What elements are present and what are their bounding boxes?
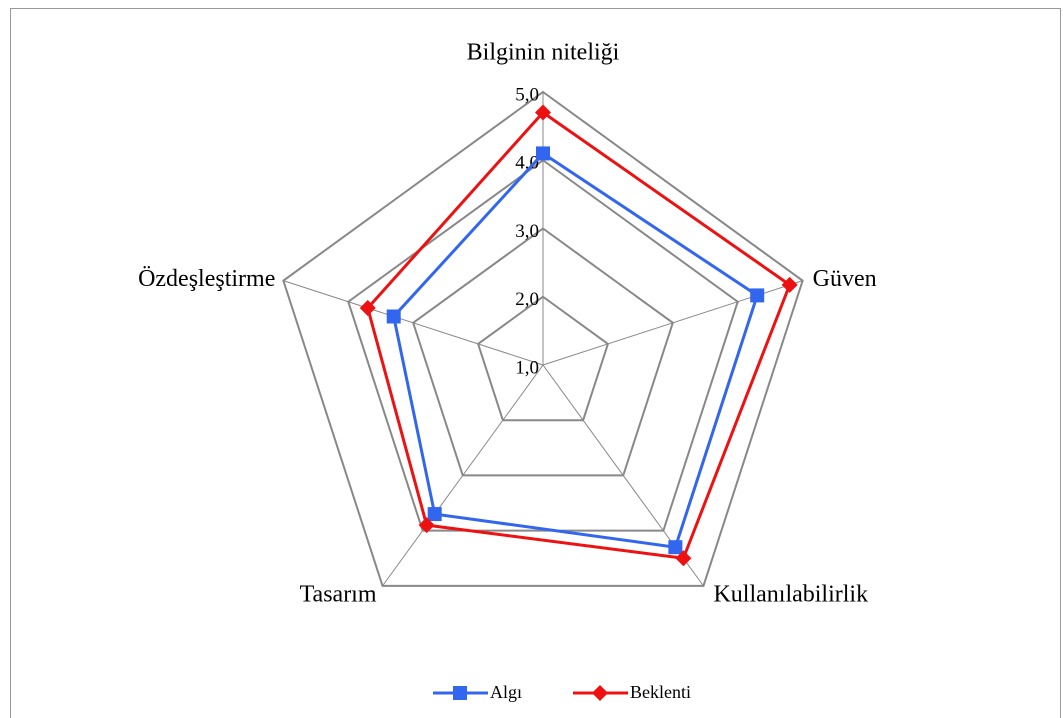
marker	[781, 276, 798, 293]
marker	[536, 146, 550, 161]
category-label: Tasarım	[300, 581, 377, 607]
series-line	[366, 110, 792, 560]
category-label: Güven	[813, 266, 877, 292]
tick-label: 3,0	[515, 221, 539, 242]
grid-ring	[412, 227, 674, 477]
legend-label: Algı	[490, 682, 522, 702]
legend-marker	[453, 686, 467, 700]
grid-ring	[347, 159, 739, 532]
marker	[427, 507, 442, 522]
marker	[668, 540, 683, 555]
chart-frame	[10, 8, 1061, 718]
marker	[386, 309, 401, 324]
tick-label: 5,0	[515, 84, 539, 105]
marker	[418, 517, 435, 534]
category-label: Kullanılabilirlik	[713, 581, 868, 607]
marker	[359, 300, 376, 317]
marker	[675, 550, 692, 567]
legend-label: Beklenti	[630, 682, 691, 702]
grid-ring	[476, 295, 610, 422]
marker	[750, 288, 765, 303]
series-line	[392, 151, 759, 549]
spoke	[382, 364, 544, 587]
tick-label: 1,0	[515, 357, 539, 378]
spoke	[283, 280, 544, 366]
marker	[535, 104, 551, 121]
category-label: Bilginin niteliği	[467, 40, 620, 66]
tick-label: 4,0	[515, 153, 539, 174]
tick-label: 2,0	[515, 289, 539, 310]
grid-ring	[282, 90, 804, 587]
legend-marker	[592, 685, 608, 701]
category-label: Özdeşleştirme	[138, 266, 275, 292]
